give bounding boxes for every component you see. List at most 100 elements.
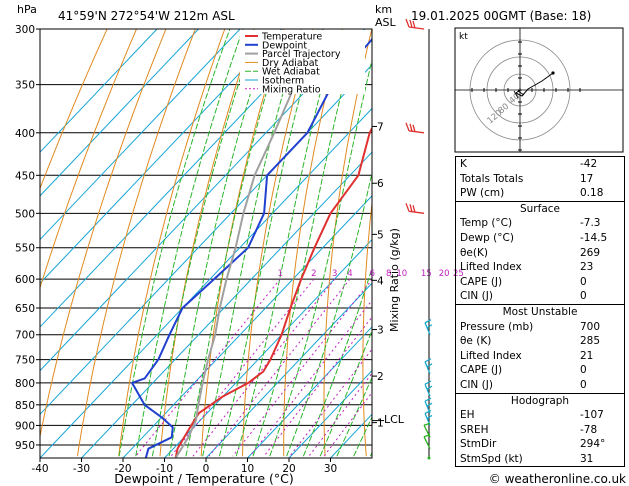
- unstable-label: θe (K): [460, 335, 492, 348]
- datetime-label: 19.01.2025 00GMT (Base: 18): [411, 9, 591, 23]
- surface-value: -14.5: [580, 231, 608, 244]
- pressure-tick-label: 600: [15, 274, 35, 286]
- isotherm-line: [40, 29, 199, 197]
- surface-label: Temp (°C): [460, 217, 513, 230]
- surface-row: Temp (°C) -7.3: [456, 216, 624, 231]
- temperature-curve: [174, 126, 372, 458]
- isotherm-line: [247, 326, 372, 458]
- index-label: PW (cm): [460, 187, 505, 200]
- mixing-ratio-axis-label: Mixing Ratio (g/kg): [388, 228, 401, 332]
- isotherm-line: [40, 29, 282, 284]
- pressure-unit-label: hPa: [17, 3, 37, 16]
- pressure-tick-label: 750: [15, 355, 35, 367]
- wet-adiabat-line: [135, 29, 244, 457]
- hodograph-storm-marker: [513, 90, 525, 99]
- hodograph-title: Hodograph: [510, 394, 570, 407]
- mixing-ratio-line: [135, 278, 281, 457]
- km-tick-label: 1: [377, 418, 384, 430]
- temperature-tick-label: -10: [156, 463, 173, 475]
- mixing-ratio-line: [263, 316, 372, 457]
- km-tick-label: 5: [377, 229, 384, 241]
- wind-surface-dot: [427, 456, 431, 460]
- hodo-row: EH -107: [456, 408, 624, 423]
- km-tick-label: 7: [377, 121, 384, 133]
- index-row: PW (cm) 0.18: [456, 186, 624, 201]
- index-value: -42: [580, 158, 598, 170]
- unstable-row: Lifted Index 21: [456, 349, 624, 364]
- temperature-tick-label: -40: [31, 463, 48, 475]
- pressure-tick-label: 500: [15, 208, 35, 220]
- surface-label: Lifted Index: [460, 261, 522, 274]
- surface-label: CAPE (J): [460, 275, 503, 288]
- hodo-value: 294°: [580, 438, 606, 451]
- dry-adiabat-line: [200, 29, 285, 457]
- dry-adiabat-line: [76, 29, 196, 457]
- wet-adiabat-line: [168, 29, 272, 457]
- legend-box: [240, 30, 365, 94]
- mixing-ratio-tick-label: 6: [370, 269, 375, 279]
- wind-barb-icon: [405, 122, 425, 134]
- isotherm-line: [122, 195, 372, 458]
- unstable-row: CAPE (J) 0: [456, 363, 624, 378]
- unstable-value: 0: [580, 378, 587, 391]
- unstable-row: CIN (J) 0: [456, 378, 624, 393]
- surface-row: CAPE (J) 0: [456, 275, 624, 290]
- km-tick-label: 6: [377, 178, 384, 190]
- index-label: K: [460, 158, 467, 170]
- wet-adiabat-line: [269, 57, 372, 457]
- isotherm-line: [288, 369, 372, 458]
- temperature-tick-label: 10: [241, 463, 254, 475]
- unstable-row: θe (K) 285: [456, 334, 624, 349]
- hodograph-end-dot: [551, 71, 555, 75]
- temperature-tick-label: -30: [73, 463, 90, 475]
- hodo-label: EH: [460, 409, 475, 422]
- surface-value: 0: [580, 275, 587, 288]
- isotherm-line: [40, 29, 365, 372]
- temperature-tick-label: -20: [114, 463, 131, 475]
- legend-label: Isotherm: [262, 76, 304, 87]
- isotherm-line: [40, 107, 372, 458]
- pressure-tick-label: 700: [15, 330, 35, 342]
- km-tick-label: 2: [377, 371, 384, 383]
- mixing-ratio-tick-label: 3: [332, 269, 337, 279]
- isotherm-line: [40, 29, 158, 153]
- mixing-ratio-line: [232, 278, 372, 457]
- mixing-ratio-tick-label: 20: [439, 269, 450, 279]
- hodograph-trace: [515, 72, 554, 97]
- surface-title: Surface: [519, 202, 560, 215]
- lcl-label: LCL: [384, 413, 405, 426]
- pressure-tick-label: 350: [15, 80, 35, 92]
- index-row: K -42: [456, 157, 624, 172]
- unstable-row: Pressure (mb) 700: [456, 320, 624, 335]
- temperature-tick-label: 30: [324, 463, 337, 475]
- surface-label: CIN (J): [460, 290, 493, 303]
- index-label: Totals Totals: [460, 172, 524, 185]
- dry-adiabat-line: [283, 29, 343, 457]
- dry-adiabat-line: [118, 29, 226, 457]
- indices-panel: K -42 Totals Totals 17 PW (cm) 0.18 Surface T…: [455, 156, 625, 468]
- pressure-tick-label: 450: [15, 170, 35, 182]
- mixing-ratio-tick-label: 15: [421, 269, 432, 279]
- dry-adiabat-line: [40, 29, 167, 439]
- pressure-tick-label: 800: [15, 378, 35, 390]
- mixing-ratio-tick-label: 4: [347, 269, 352, 279]
- surface-row: Lifted Index 23: [456, 260, 624, 275]
- dry-adiabat-line: [323, 29, 372, 457]
- mixing-ratio-line: [308, 372, 372, 457]
- unstable-value: 285: [580, 335, 601, 348]
- legend-label: Mixing Ratio: [262, 84, 321, 95]
- surface-row: θe(K) 269: [456, 246, 624, 261]
- dry-adiabat-line: [40, 29, 137, 290]
- mixing-ratio-line: [192, 278, 336, 457]
- unstable-title: Most Unstable: [502, 305, 578, 318]
- km-tick-label: 3: [377, 325, 384, 337]
- dry-adiabat-line: [401, 29, 431, 456]
- mixing-ratio-tick-label: 25: [453, 269, 464, 279]
- isotherm-line: [81, 151, 372, 458]
- unstable-label: CIN (J): [460, 378, 493, 391]
- copyright-label: © weatheronline.co.uk: [489, 472, 626, 486]
- pressure-tick-label: 900: [15, 420, 35, 432]
- hodo-value: -107: [580, 409, 604, 422]
- temperature-tick-label: 20: [282, 463, 295, 475]
